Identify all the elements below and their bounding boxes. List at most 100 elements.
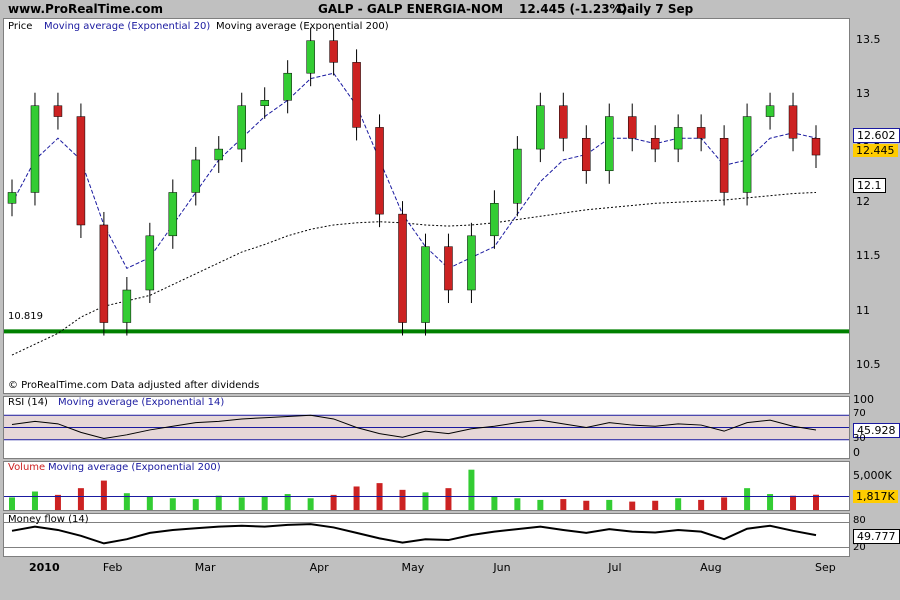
candle-body [260,100,269,106]
price-chart [4,27,849,356]
candle-body [168,192,178,237]
candle-body [398,213,407,323]
volume-bar [606,499,613,510]
price-candle [719,125,729,206]
site-name[interactable]: www.ProRealTime.com [8,2,163,16]
price-candle [260,87,269,119]
ema20-value-badge: 12.602 [853,128,900,143]
price-axis-tick: 11.5 [856,249,881,263]
rsi-axis-0: 0 [853,446,860,459]
candle-body [375,127,384,215]
volume-bar [698,499,705,510]
price-candle [605,103,614,184]
volume-bar [123,493,130,510]
price-candle [444,233,453,304]
volume-bar [353,486,360,510]
price-candle [352,49,361,141]
volume-bar [675,498,682,510]
candle-body [719,137,729,193]
candle-body [237,105,246,150]
candle-body [467,235,476,291]
volume-axis-max: 5,000K [853,469,892,482]
price-candle [788,92,798,152]
mfi-value-badge: 49.777 [853,529,900,544]
price-label: Price [8,21,33,32]
price-candle [765,92,775,130]
price-candle [513,136,522,217]
time-axis-label: Sep [815,561,836,574]
price-axis-tick: 11 [856,303,870,317]
candle-body [788,105,798,139]
candle-body [605,116,614,172]
price-candle [122,277,132,336]
price-candle [30,92,40,206]
candle-body [30,105,40,193]
candle-body [513,148,522,204]
ema20-line [11,72,817,269]
volume-bar [9,497,15,510]
price-candle [7,179,17,217]
candle-body [352,62,361,128]
money-flow-chart [4,522,849,548]
rsi-chart [4,414,849,441]
volume-bar [307,498,314,510]
time-axis-label: Jul [608,561,622,574]
price-candle [536,92,545,163]
time-axis-label: Jun [493,561,511,574]
candle-body [329,40,338,63]
volume-bar [238,497,245,510]
candle-body [421,246,430,323]
volume-bar [146,496,153,510]
volume-bar [629,501,636,510]
volume-label: Volume [8,462,46,473]
price-candle [490,190,499,249]
volume-bar [169,498,176,510]
candle-body [650,137,660,150]
price-candle [627,103,637,152]
volume-bar [491,496,498,510]
candle-body [7,192,17,204]
volume-bar [261,496,268,510]
time-axis-label: Mar [194,561,216,574]
price-candle [811,125,821,169]
price-candle [421,233,430,336]
volume-bar [192,499,199,510]
mfi-axis-80: 80 [853,515,866,526]
price-panel[interactable]: Price Moving average (Exponential 20) Mo… [3,18,850,394]
volume-bar [422,492,429,510]
price-candle [582,125,591,184]
price-candle [53,92,63,130]
rsi-panel[interactable]: RSI (14) Moving average (Exponential 14) [3,396,850,459]
rsi-line [11,414,817,439]
volume-ma-legend: Moving average (Exponential 200) [48,462,221,473]
copyright-note: © ProRealTime.com Data adjusted after di… [8,380,260,391]
rsi-label: RSI (14) [8,397,48,408]
price-axis-tick: 12 [856,195,870,209]
ema200-value-badge: 12.1 [853,178,886,193]
candle-body [122,289,132,323]
price-candle [696,114,706,152]
candle-body [742,116,752,193]
volume-bar [652,500,659,510]
volume-bar [813,494,819,510]
candle-body [191,159,201,193]
time-axis-label: 2010 [29,561,60,574]
price-candle [673,114,683,163]
rsi-value-badge: 45.928 [853,423,900,438]
candle-body [582,137,591,172]
price-candle [375,114,384,228]
volume-bar [583,500,590,510]
volume-bar [215,495,222,510]
time-axis-label: May [401,561,425,574]
price-candle [283,60,292,114]
volume-bar [744,488,751,510]
rsi-axis-100: 100 [853,393,874,406]
candle-body [696,127,706,139]
price-candle [329,27,338,76]
volume-chart [4,469,849,510]
price-candle [467,222,476,304]
money-flow-panel[interactable]: Money flow (14) [3,513,850,557]
volume-panel[interactable]: Volume Moving average (Exponential 200) [3,461,850,511]
rsi-ma-legend: Moving average (Exponential 14) [58,397,225,408]
candle-body [444,246,453,291]
